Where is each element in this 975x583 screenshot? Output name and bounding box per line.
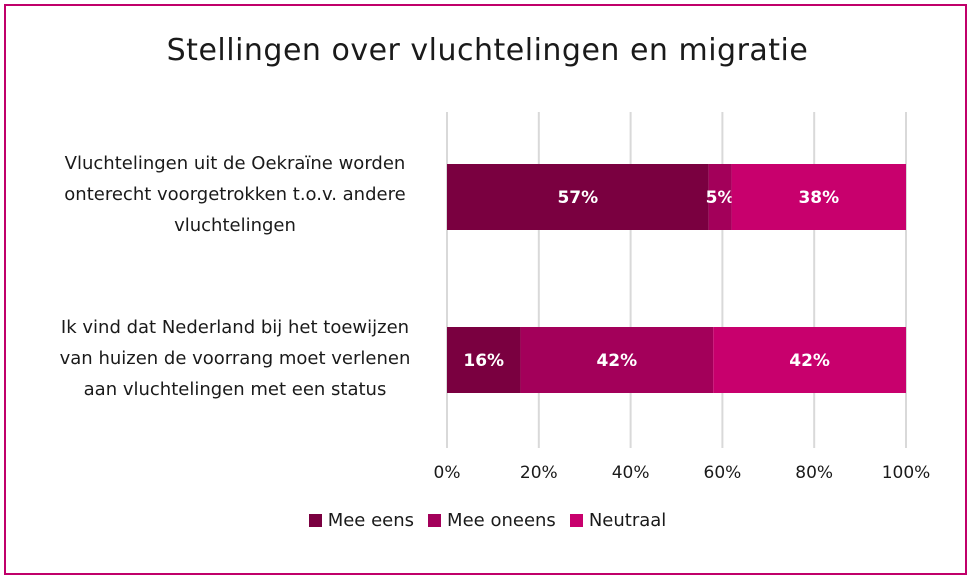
x-tick-label-5: 100%	[882, 463, 931, 483]
bar-0-0	[447, 164, 709, 230]
x-tick-label-0: 0%	[434, 463, 461, 483]
category-label-1: Ik vind dat Nederland bij het toewijzen …	[35, 312, 435, 405]
data-label-0-2: 38%	[798, 188, 839, 208]
bar-1-2	[713, 327, 906, 393]
category-label-0-line-1: onterecht voorgetrokken t.o.v. andere	[64, 184, 406, 205]
legend-item-neutraal: Neutraal	[569, 510, 667, 531]
x-tick-label-2: 40%	[612, 463, 650, 483]
legend-item-mee-eens: Mee eens	[308, 510, 415, 531]
category-label-1-line-2: aan vluchtelingen met een status	[83, 379, 387, 400]
chart-title: Stellingen over vluchtelingen en migrati…	[166, 33, 809, 68]
legend: Mee eens Mee oneens Neutraal	[0, 510, 975, 531]
legend-label-neutraal: Neutraal	[588, 510, 667, 531]
bar-0-1	[708, 164, 732, 230]
data-label-1-0: 16%	[463, 351, 504, 371]
category-label-0-line-2: vluchtelingen	[174, 215, 296, 236]
data-label-1-2: 42%	[789, 351, 830, 371]
x-tick-label-1: 20%	[520, 463, 558, 483]
bar-1-0	[447, 327, 521, 393]
bar-1-1	[520, 327, 714, 393]
legend-label-mee-oneens: Mee oneens	[447, 510, 556, 531]
x-tick-label-4: 80%	[795, 463, 833, 483]
legend-swatch-neutraal	[569, 514, 583, 527]
legend-swatch-mee-eens	[308, 514, 322, 527]
legend-label-mee-eens: Mee eens	[327, 510, 415, 531]
legend-item-mee-oneens: Mee oneens	[428, 510, 556, 531]
data-label-0-0: 57%	[557, 188, 598, 208]
category-label-1-line-1: van huizen de voorrang moet verlenen	[59, 348, 411, 369]
chart-frame	[4, 4, 967, 575]
x-tick-label-3: 60%	[704, 463, 742, 483]
category-label-1-line-0: Ik vind dat Nederland bij het toewijzen	[60, 317, 410, 338]
data-label-1-1: 42%	[596, 351, 637, 371]
category-label-0-line-0: Vluchtelingen uit de Oekraïne worden	[64, 153, 406, 174]
data-label-0-1: 5%	[706, 188, 735, 208]
legend-swatch-mee-oneens	[428, 514, 442, 527]
bar-0-2	[731, 164, 906, 230]
category-label-0: Vluchtelingen uit de Oekraïne worden ont…	[35, 148, 435, 241]
